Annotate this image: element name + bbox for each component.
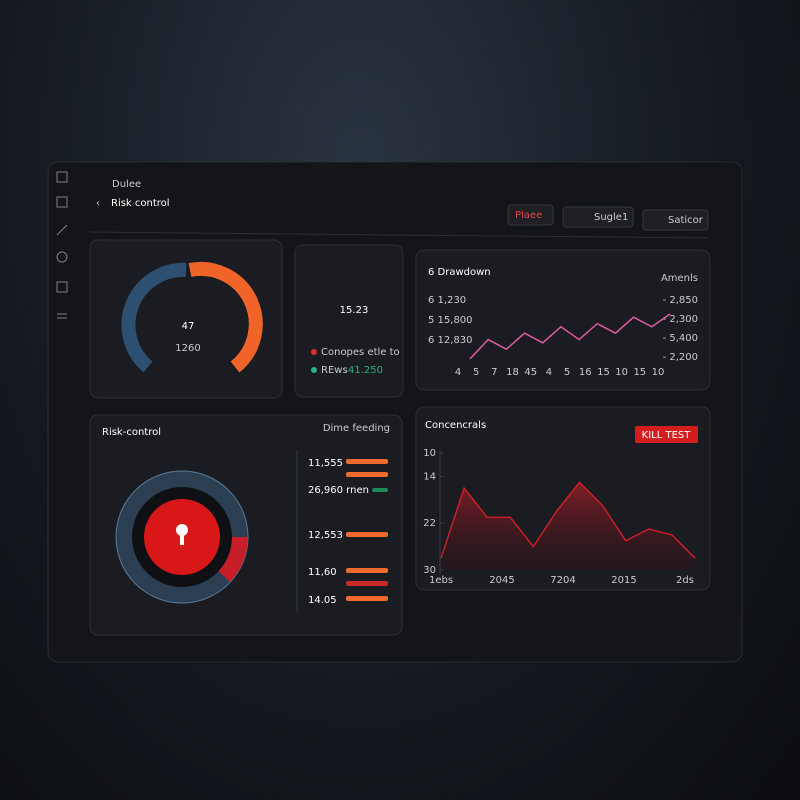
y-label: - 2,850 (663, 295, 698, 306)
y-label: - 2,200 (663, 352, 698, 363)
button[interactable] (507, 204, 554, 226)
divider (89, 231, 709, 239)
back-arrow[interactable]: ‹ (96, 198, 100, 209)
list-bar (346, 472, 388, 477)
dial-icon (180, 533, 184, 545)
legend-dot (311, 349, 317, 355)
kill-button-label[interactable]: KILL TEST (642, 430, 692, 441)
button-label[interactable]: Saticor (668, 215, 704, 226)
x-tick-label: 2045 (489, 575, 514, 586)
icon (56, 171, 68, 183)
x-tick-label: 18 (506, 367, 519, 378)
dial-icon (176, 524, 188, 536)
y-tick-label: 10 (423, 448, 436, 459)
gauge-sub: 1260 (175, 343, 200, 354)
x-tick-label: 2ds (676, 575, 694, 586)
breadcrumb: Dulee (112, 179, 141, 190)
list-bar (346, 532, 388, 537)
list-value: 11,555 (308, 458, 343, 469)
y-label: 5 15,800 (428, 315, 473, 326)
x-tick-label: 4 (455, 367, 461, 378)
list-bar (346, 459, 388, 464)
list-bar (346, 568, 388, 573)
drawdown-title: 6 Drawdown (428, 267, 491, 278)
y-label: - 2,300 (663, 314, 698, 325)
y-label: - 5,400 (663, 333, 698, 344)
list-value: 11,60 (308, 567, 337, 578)
stat-card (294, 244, 404, 398)
button[interactable] (642, 209, 709, 231)
x-tick-label: 15 (597, 367, 610, 378)
x-tick-label: 5 (473, 367, 479, 378)
icon (56, 224, 68, 236)
area-line (440, 481, 696, 559)
area (441, 482, 695, 570)
button-label[interactable]: Sugle1 (594, 212, 628, 223)
y-tick-label: 22 (423, 518, 436, 529)
list-bar (372, 488, 388, 492)
icon (56, 251, 68, 263)
x-tick-label: 10 (615, 367, 628, 378)
list-bar (346, 596, 388, 601)
list-value: 14.05 (308, 595, 337, 606)
x-tick-label: 4 (546, 367, 552, 378)
gauge-track (121, 262, 187, 373)
kill-button[interactable] (635, 426, 698, 443)
y-label: 6 12,830 (428, 335, 473, 346)
icon (57, 313, 67, 319)
x-tick-label: 45 (524, 367, 537, 378)
risk-title: Risk-control (102, 427, 161, 438)
risk-subtitle: Dime feeding (323, 423, 390, 434)
x-tick-label: 7204 (550, 575, 575, 586)
page-title: Risk control (111, 198, 170, 209)
gauge-arc (188, 261, 263, 373)
drawdown-card (415, 249, 711, 391)
button[interactable] (562, 206, 634, 228)
icon (56, 281, 68, 293)
list-value: 26,960 rnen (308, 485, 369, 496)
risk-list: 11,555 26,960 rnen 12,553 11,60 14.05 (308, 458, 388, 606)
icon (56, 196, 68, 208)
x-tick-label: 16 (579, 367, 592, 378)
list-bar (346, 581, 388, 586)
x-tick-label: 2015 (611, 575, 636, 586)
legend-label: Conopes etle to (321, 347, 400, 358)
x-tick-label: 10 (652, 367, 665, 378)
y-tick-label: 30 (423, 565, 436, 576)
x-tick-label: 7 (491, 367, 497, 378)
x-tick-label: 1ebs (429, 575, 453, 586)
y-tick-label: 14 (423, 471, 436, 482)
legend-label: REws (321, 365, 348, 376)
area-title: Concencrals (425, 420, 486, 431)
stat-value: 15.23 (340, 305, 369, 316)
x-tick-label: 5 (564, 367, 570, 378)
button-label[interactable]: Plaee (515, 210, 542, 221)
sidebar (56, 171, 68, 319)
gauge-value: 47 (182, 321, 195, 332)
line (469, 313, 671, 360)
drawdown-right-title: Amenls (661, 273, 698, 284)
legend-dot (311, 367, 317, 373)
x-tick-label: 15 (633, 367, 646, 378)
list-value: 12,553 (308, 530, 343, 541)
y-label: 6 1,230 (428, 295, 466, 306)
legend-value: 41.250 (348, 365, 383, 376)
